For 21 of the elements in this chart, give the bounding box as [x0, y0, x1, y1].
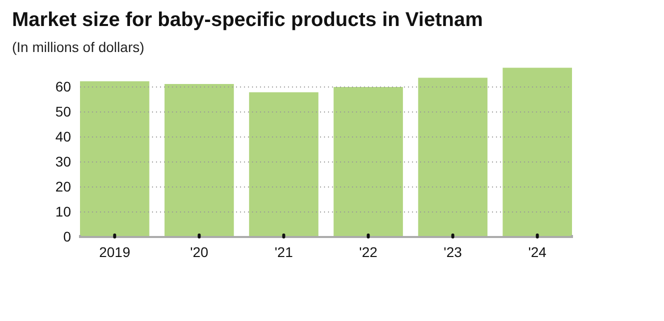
x-tick-label: '23 — [444, 244, 462, 260]
y-tick-label: 30 — [55, 153, 72, 170]
y-tick-label: 0 — [63, 228, 72, 244]
bar — [334, 87, 403, 237]
x-tick-label: '24 — [528, 244, 547, 260]
bar — [249, 92, 318, 237]
x-tick-label: '22 — [359, 244, 378, 260]
bar — [164, 84, 234, 237]
chart-title: Market size for baby-specific products in Vietnam — [12, 9, 483, 31]
chart-subtitle: (In millions of dollars) — [12, 39, 144, 55]
y-tick-label: 50 — [55, 103, 72, 120]
y-tick-label: 60 — [55, 78, 72, 94]
bar — [502, 68, 572, 237]
bar — [418, 78, 488, 237]
x-tick-label: '21 — [274, 244, 294, 260]
y-tick-label: 10 — [55, 203, 72, 220]
y-tick-label: 40 — [55, 128, 72, 144]
bar — [80, 81, 150, 237]
x-tick-label: '20 — [190, 244, 209, 260]
x-tick-label: 2019 — [99, 244, 130, 260]
y-tick-label: 20 — [55, 178, 72, 194]
